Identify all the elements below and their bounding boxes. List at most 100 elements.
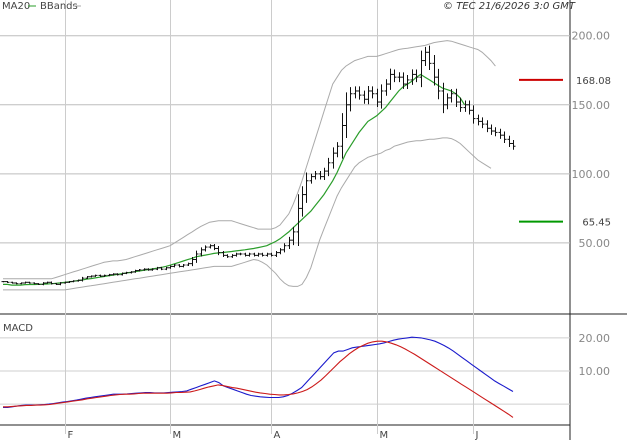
price-bar bbox=[348, 87, 353, 112]
macd-label: MACD bbox=[3, 323, 33, 334]
price-bar bbox=[471, 105, 476, 124]
price-bar bbox=[67, 280, 72, 283]
time-tick-label: M bbox=[380, 430, 389, 440]
price-bar bbox=[36, 283, 41, 285]
price-bar bbox=[260, 252, 265, 257]
price-bar bbox=[247, 252, 252, 257]
price-bar bbox=[159, 266, 164, 271]
price-bar bbox=[366, 86, 371, 105]
price-bar bbox=[313, 170, 318, 180]
price-bar bbox=[216, 245, 221, 256]
price-bar bbox=[304, 172, 309, 203]
price-bar bbox=[269, 252, 274, 257]
price-bar bbox=[102, 274, 107, 277]
price-bar bbox=[80, 276, 85, 282]
price-bar bbox=[282, 243, 287, 253]
price-bar bbox=[54, 283, 59, 285]
price-bar bbox=[401, 72, 406, 89]
price-bar bbox=[234, 252, 239, 257]
price-bar bbox=[107, 273, 112, 277]
price-bar bbox=[58, 282, 63, 286]
price-bar bbox=[49, 281, 54, 285]
price-bar bbox=[335, 142, 340, 158]
resistance-level-label: 168.08 bbox=[576, 76, 611, 87]
legend-ma20: MA20 bbox=[2, 1, 30, 12]
price-bar bbox=[85, 275, 90, 279]
price-bar bbox=[63, 281, 68, 284]
bbands-upper-line bbox=[3, 40, 496, 280]
macd-tick-label: 20.00 bbox=[579, 332, 611, 345]
price-bar bbox=[414, 69, 419, 83]
price-bar bbox=[480, 117, 485, 129]
price-bar bbox=[19, 282, 24, 285]
support-level-label: 65.45 bbox=[582, 218, 611, 229]
price-bar bbox=[238, 252, 243, 256]
price-bar bbox=[476, 114, 481, 126]
price-bar bbox=[388, 68, 393, 90]
price-bar bbox=[291, 226, 296, 246]
price-bar bbox=[265, 252, 270, 257]
price-bar bbox=[463, 100, 468, 112]
price-panel bbox=[0, 0, 570, 314]
price-bar bbox=[392, 69, 397, 83]
time-tick-label: F bbox=[68, 430, 74, 440]
price-bar bbox=[194, 250, 199, 263]
copyright-credit: © TEC 21/6/2026 3:0 GMT bbox=[443, 1, 576, 12]
price-bar bbox=[120, 272, 125, 276]
price-bar bbox=[370, 86, 375, 99]
price-bar bbox=[208, 244, 213, 249]
price-bar bbox=[212, 244, 217, 251]
price-bar bbox=[155, 266, 160, 271]
price-bar bbox=[375, 88, 380, 108]
macd-tick-label: 10.00 bbox=[579, 365, 611, 378]
price-bar bbox=[199, 247, 204, 257]
price-bar bbox=[344, 92, 349, 138]
price-tick-label: 200.00 bbox=[572, 30, 611, 43]
price-bar bbox=[164, 266, 169, 271]
price-bar bbox=[1, 280, 6, 283]
price-bar bbox=[146, 268, 151, 271]
price-bar bbox=[410, 69, 415, 85]
price-bar bbox=[357, 86, 362, 100]
price-bar bbox=[133, 269, 138, 273]
price-bar bbox=[331, 147, 336, 169]
price-bar bbox=[45, 281, 50, 284]
price-bar bbox=[427, 45, 432, 70]
price-bar bbox=[419, 50, 424, 88]
price-bar bbox=[309, 173, 314, 184]
time-tick-label: A bbox=[274, 430, 281, 440]
price-bar bbox=[5, 280, 10, 283]
price-bar bbox=[278, 248, 283, 255]
price-bar bbox=[436, 68, 441, 100]
price-bar bbox=[76, 279, 81, 282]
price-bar bbox=[41, 282, 46, 286]
price-tick-label: 100.00 bbox=[572, 168, 611, 181]
price-bar bbox=[137, 268, 142, 272]
price-bar bbox=[485, 120, 490, 133]
price-bar bbox=[511, 139, 516, 150]
legend-bbands: BBands bbox=[40, 1, 78, 12]
price-bar bbox=[449, 89, 454, 103]
price-bar bbox=[423, 46, 428, 67]
price-bar bbox=[10, 281, 15, 284]
price-bar bbox=[493, 127, 498, 137]
price-bar bbox=[124, 271, 129, 275]
price-bar bbox=[458, 97, 463, 112]
price-bar bbox=[243, 252, 248, 257]
price-tick-label: 50.00 bbox=[579, 237, 611, 250]
price-bar bbox=[502, 131, 507, 143]
bbands-lower-line bbox=[3, 137, 492, 291]
price-bar bbox=[23, 281, 28, 284]
price-bar bbox=[300, 186, 305, 217]
price-bar bbox=[89, 275, 94, 278]
price-bar bbox=[384, 79, 389, 96]
price-bar bbox=[326, 157, 331, 177]
price-bar bbox=[441, 82, 446, 114]
price-bar bbox=[274, 250, 279, 258]
price-bar bbox=[14, 282, 19, 285]
price-bar bbox=[379, 84, 384, 109]
price-bar bbox=[362, 90, 367, 104]
price-tick-label: 150.00 bbox=[572, 99, 611, 112]
price-bar bbox=[432, 55, 437, 86]
